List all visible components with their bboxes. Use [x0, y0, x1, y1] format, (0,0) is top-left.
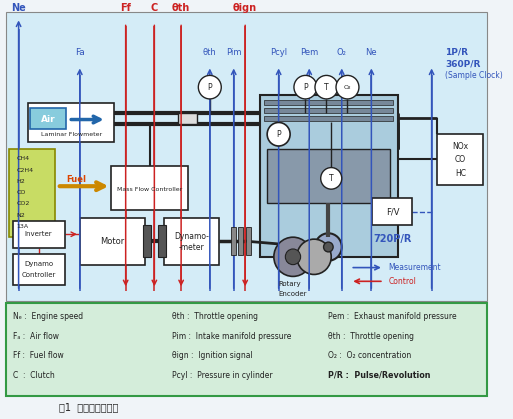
Text: 720P/R: 720P/R	[373, 234, 411, 244]
Text: 13A: 13A	[17, 224, 29, 229]
Circle shape	[199, 75, 221, 99]
Text: H2: H2	[17, 179, 26, 184]
Bar	[158, 225, 166, 257]
Text: θth: θth	[172, 3, 190, 13]
Bar	[260, 95, 398, 257]
Circle shape	[324, 242, 333, 252]
Bar	[143, 225, 150, 257]
Text: O₂: O₂	[344, 85, 351, 90]
Circle shape	[321, 168, 342, 189]
Text: Fₐ :  Air flow: Fₐ : Air flow	[13, 332, 59, 341]
Text: (Sample Clock): (Sample Clock)	[445, 71, 503, 80]
Text: θth: θth	[203, 48, 216, 57]
Text: NOx: NOx	[452, 142, 468, 150]
Text: θth :  Throttle opening: θth : Throttle opening	[328, 332, 415, 341]
Circle shape	[274, 237, 312, 277]
Text: Encoder: Encoder	[279, 291, 307, 297]
Text: Ff :  Fuel flow: Ff : Fuel flow	[13, 352, 64, 360]
Text: Laminar Flowmeter: Laminar Flowmeter	[41, 132, 102, 137]
Bar	[80, 217, 145, 265]
Text: Pcyl: Pcyl	[270, 48, 287, 57]
Text: Pim: Pim	[226, 48, 242, 57]
Text: O₂: O₂	[337, 48, 347, 57]
Text: Pim :  Intake manifold pressure: Pim : Intake manifold pressure	[171, 332, 291, 341]
Bar	[264, 116, 393, 121]
Bar	[264, 100, 393, 105]
Text: O₂ :  O₂ concentration: O₂ : O₂ concentration	[328, 352, 411, 360]
Text: Nₑ :  Engine speed: Nₑ : Engine speed	[13, 312, 83, 321]
Circle shape	[315, 233, 342, 261]
Bar	[264, 108, 393, 113]
Circle shape	[267, 122, 290, 146]
Circle shape	[297, 239, 331, 274]
Text: θign :  Ignition signal: θign : Ignition signal	[171, 352, 252, 360]
Text: F/V: F/V	[386, 207, 399, 216]
Bar	[13, 254, 66, 285]
Text: Fa: Fa	[75, 48, 85, 57]
Bar	[6, 12, 487, 301]
Text: Fuel: Fuel	[66, 175, 86, 184]
Text: Controller: Controller	[22, 272, 56, 279]
Circle shape	[285, 249, 301, 265]
Text: Ne: Ne	[11, 3, 26, 13]
Text: Ff: Ff	[120, 3, 131, 13]
Bar	[164, 217, 220, 265]
Text: T: T	[324, 83, 329, 92]
Bar	[246, 228, 251, 255]
Bar	[178, 113, 198, 124]
Text: 图1  实验装置示意图: 图1 实验装置示意图	[59, 402, 118, 412]
Circle shape	[315, 75, 338, 99]
Text: θign: θign	[233, 3, 257, 13]
Text: CO: CO	[17, 190, 26, 195]
Text: Measurement: Measurement	[388, 263, 441, 272]
Text: Pem :  Exhaust manifold pressure: Pem : Exhaust manifold pressure	[328, 312, 457, 321]
Bar	[9, 149, 55, 237]
Bar	[13, 220, 66, 248]
Text: Air: Air	[41, 115, 55, 124]
Text: CO2: CO2	[17, 202, 30, 206]
Text: 360P/R: 360P/R	[445, 59, 480, 69]
Bar	[438, 134, 483, 185]
Circle shape	[336, 75, 359, 99]
Text: HC: HC	[455, 169, 466, 178]
Text: C2H4: C2H4	[17, 168, 34, 173]
Text: C: C	[151, 3, 158, 13]
Text: N2: N2	[17, 212, 26, 217]
Text: P: P	[277, 130, 281, 139]
Bar	[372, 198, 412, 225]
Text: Pem: Pem	[300, 48, 319, 57]
Circle shape	[294, 75, 317, 99]
Bar	[239, 228, 243, 255]
Text: Ne: Ne	[366, 48, 377, 57]
Text: Motor: Motor	[100, 237, 125, 246]
Bar	[28, 103, 114, 142]
Text: P: P	[303, 83, 308, 92]
Text: Inverter: Inverter	[25, 231, 52, 237]
Text: θth :  Throttle opening: θth : Throttle opening	[171, 312, 258, 321]
Bar	[111, 166, 188, 210]
Text: CO: CO	[455, 155, 466, 164]
Text: P/R :  Pulse/Revolution: P/R : Pulse/Revolution	[328, 371, 431, 380]
Bar	[231, 228, 235, 255]
Text: Mass Flow Controller: Mass Flow Controller	[117, 186, 182, 191]
Text: Pcyl :  Pressure in cylinder: Pcyl : Pressure in cylinder	[171, 371, 272, 380]
Text: Control: Control	[388, 277, 417, 286]
Text: Rotary: Rotary	[279, 281, 301, 287]
Bar	[267, 149, 390, 203]
Bar	[30, 108, 66, 129]
Text: CH4: CH4	[17, 156, 30, 161]
Text: Dynamo: Dynamo	[24, 261, 53, 266]
Bar	[6, 303, 487, 396]
Text: Dynamo-: Dynamo-	[174, 232, 209, 241]
Text: -meter: -meter	[179, 243, 205, 253]
Text: P: P	[207, 83, 212, 92]
Text: 1P/R: 1P/R	[445, 48, 468, 57]
Text: C  :  Clutch: C : Clutch	[13, 371, 54, 380]
Text: T: T	[329, 174, 333, 183]
